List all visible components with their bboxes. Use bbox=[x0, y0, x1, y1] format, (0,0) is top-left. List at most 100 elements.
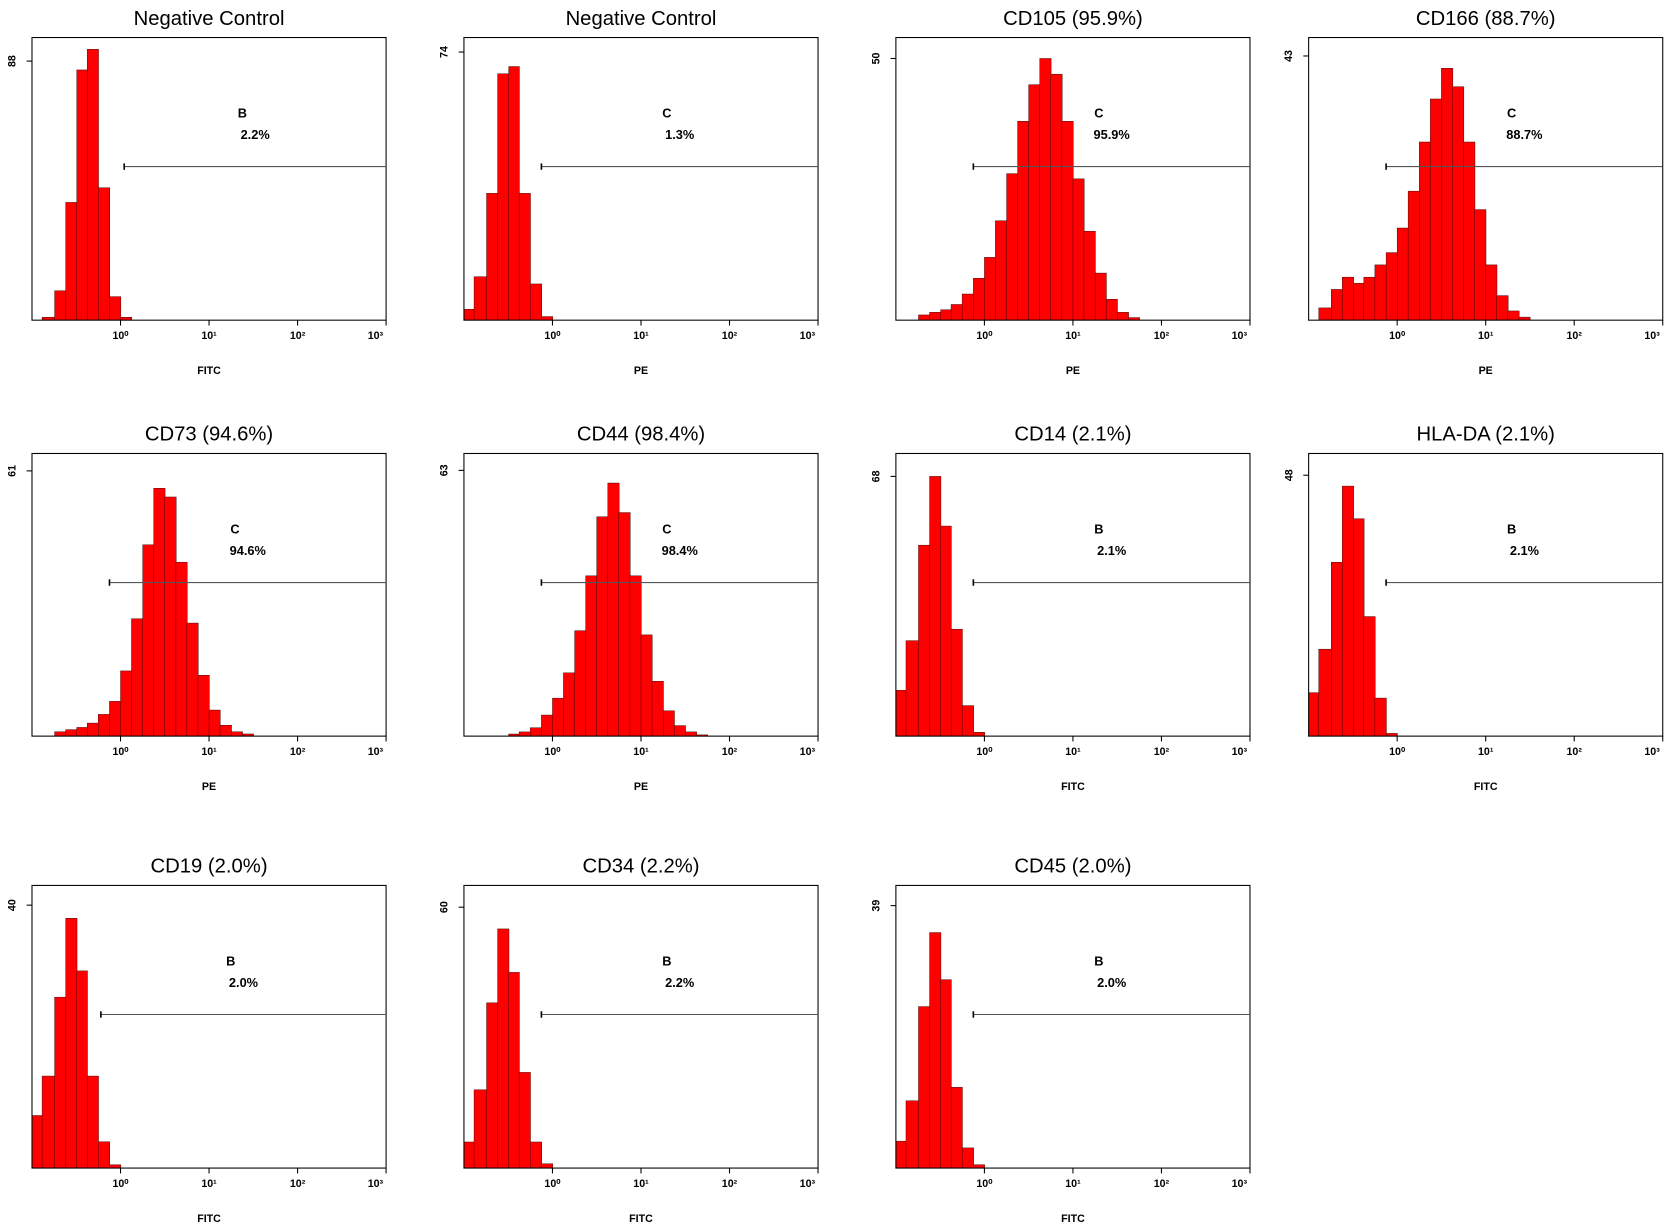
histogram-bar bbox=[1463, 141, 1476, 321]
histogram-bar bbox=[54, 290, 67, 321]
x-tick-label: 10¹ bbox=[633, 746, 649, 758]
histogram-bar bbox=[65, 729, 78, 737]
histogram-bar bbox=[629, 575, 642, 737]
histogram-bar bbox=[984, 257, 996, 321]
x-axis-label: FITC bbox=[1061, 1213, 1085, 1225]
histogram-bar bbox=[940, 525, 952, 737]
histogram-bar bbox=[1116, 312, 1129, 321]
histogram-bar bbox=[1072, 178, 1085, 321]
histogram-bar bbox=[1318, 307, 1332, 321]
histogram-bar bbox=[131, 618, 144, 737]
gate-name: B bbox=[1507, 522, 1516, 537]
x-tick-label: 10⁰ bbox=[544, 330, 561, 342]
histogram-bar bbox=[219, 725, 232, 737]
histogram-bar bbox=[1061, 121, 1074, 321]
histogram-bar bbox=[175, 561, 188, 737]
histogram-bar bbox=[973, 732, 985, 737]
x-tick-label: 10¹ bbox=[1478, 330, 1494, 342]
x-tick-label: 10² bbox=[1567, 746, 1583, 758]
gate-percent: 94.6% bbox=[230, 543, 267, 558]
histogram-bar bbox=[463, 1141, 475, 1169]
x-tick-label: 10³ bbox=[800, 330, 816, 342]
histogram-bar bbox=[541, 1163, 554, 1169]
x-tick-label: 10³ bbox=[1232, 746, 1248, 758]
gate-percent: 2.0% bbox=[1097, 975, 1127, 990]
x-tick-label: 10² bbox=[1154, 746, 1170, 758]
histogram-bar bbox=[662, 710, 675, 737]
x-tick-label: 10³ bbox=[1644, 746, 1660, 758]
x-tick-label: 10² bbox=[290, 746, 306, 758]
histogram-bar bbox=[1374, 264, 1387, 321]
x-axis-label: FITC bbox=[629, 1213, 653, 1225]
histogram-bar bbox=[109, 701, 122, 737]
histogram-bar bbox=[552, 697, 564, 737]
histogram-bar bbox=[1105, 299, 1118, 321]
panel-title: Negative Control bbox=[566, 8, 717, 30]
x-tick-label: 10² bbox=[722, 330, 738, 342]
histogram-bar bbox=[950, 304, 963, 321]
histogram-bar bbox=[120, 670, 133, 737]
x-tick-label: 10⁰ bbox=[544, 746, 561, 758]
histogram-bar bbox=[197, 675, 210, 737]
histogram-bar bbox=[961, 705, 974, 737]
y-tick-label: 61 bbox=[7, 465, 19, 477]
histogram-bar bbox=[54, 996, 67, 1169]
x-axis-label: PE bbox=[202, 781, 216, 793]
histogram-bar bbox=[76, 970, 88, 1169]
x-tick-label: 10¹ bbox=[1065, 1178, 1081, 1190]
histogram-bar bbox=[518, 731, 531, 737]
gate-percent: 2.2% bbox=[665, 975, 695, 990]
histogram-bar bbox=[541, 316, 554, 321]
histogram-bar bbox=[1342, 276, 1354, 321]
histogram-bar bbox=[905, 640, 920, 737]
x-tick-label: 10⁰ bbox=[112, 330, 129, 342]
gate-percent: 2.0% bbox=[229, 975, 259, 990]
x-axis-label: PE bbox=[1479, 365, 1493, 377]
histogram-bar bbox=[508, 972, 520, 1169]
histogram-bar bbox=[529, 283, 542, 321]
x-tick-label: 10⁰ bbox=[112, 1178, 129, 1190]
histogram-bar bbox=[41, 1075, 56, 1169]
gate-percent: 2.2% bbox=[241, 127, 271, 142]
gate-name: C bbox=[1094, 106, 1103, 121]
y-tick-label: 63 bbox=[439, 464, 451, 476]
y-tick-label: 74 bbox=[439, 46, 451, 58]
x-tick-label: 10² bbox=[290, 1178, 306, 1190]
gate-name: B bbox=[238, 106, 247, 121]
histogram-bar bbox=[54, 731, 67, 737]
histogram-bar bbox=[918, 544, 931, 737]
histogram-bar bbox=[65, 202, 78, 321]
histogram-bar bbox=[1496, 295, 1509, 321]
panel-title: CD44 (98.4%) bbox=[577, 424, 705, 446]
histogram-bar bbox=[905, 1100, 920, 1169]
histogram-bar bbox=[574, 630, 587, 737]
x-tick-label: 10⁰ bbox=[112, 746, 129, 758]
x-tick-label: 10² bbox=[1154, 330, 1170, 342]
histogram-bar bbox=[973, 278, 985, 321]
gate-name: C bbox=[230, 522, 239, 537]
gate-percent: 95.9% bbox=[1094, 127, 1131, 142]
histogram-bar bbox=[1385, 252, 1398, 321]
histogram-bar bbox=[76, 69, 88, 321]
gate-name: C bbox=[662, 106, 671, 121]
histogram-bar bbox=[1050, 73, 1063, 321]
panel-title: CD34 (2.2%) bbox=[582, 856, 699, 878]
x-tick-label: 10¹ bbox=[633, 330, 649, 342]
histogram-bar bbox=[1017, 121, 1030, 321]
histogram-bar bbox=[1474, 209, 1487, 321]
histogram-bar bbox=[685, 731, 697, 737]
histogram-bar bbox=[31, 1115, 43, 1169]
histogram-bar bbox=[473, 276, 488, 321]
histogram-bar bbox=[529, 727, 542, 737]
gate-percent: 1.3% bbox=[665, 127, 695, 142]
histogram-bar bbox=[995, 220, 1008, 321]
histogram-bar bbox=[1308, 692, 1320, 737]
x-tick-label: 10² bbox=[1154, 1178, 1170, 1190]
x-axis-label: PE bbox=[634, 365, 648, 377]
y-tick-label: 60 bbox=[439, 901, 451, 913]
histogram-bar bbox=[1419, 141, 1431, 321]
panel-title: CD105 (95.9%) bbox=[1003, 8, 1143, 30]
histogram-bar bbox=[563, 672, 576, 737]
histogram-bar bbox=[1485, 264, 1498, 321]
histogram-bar bbox=[518, 193, 531, 321]
